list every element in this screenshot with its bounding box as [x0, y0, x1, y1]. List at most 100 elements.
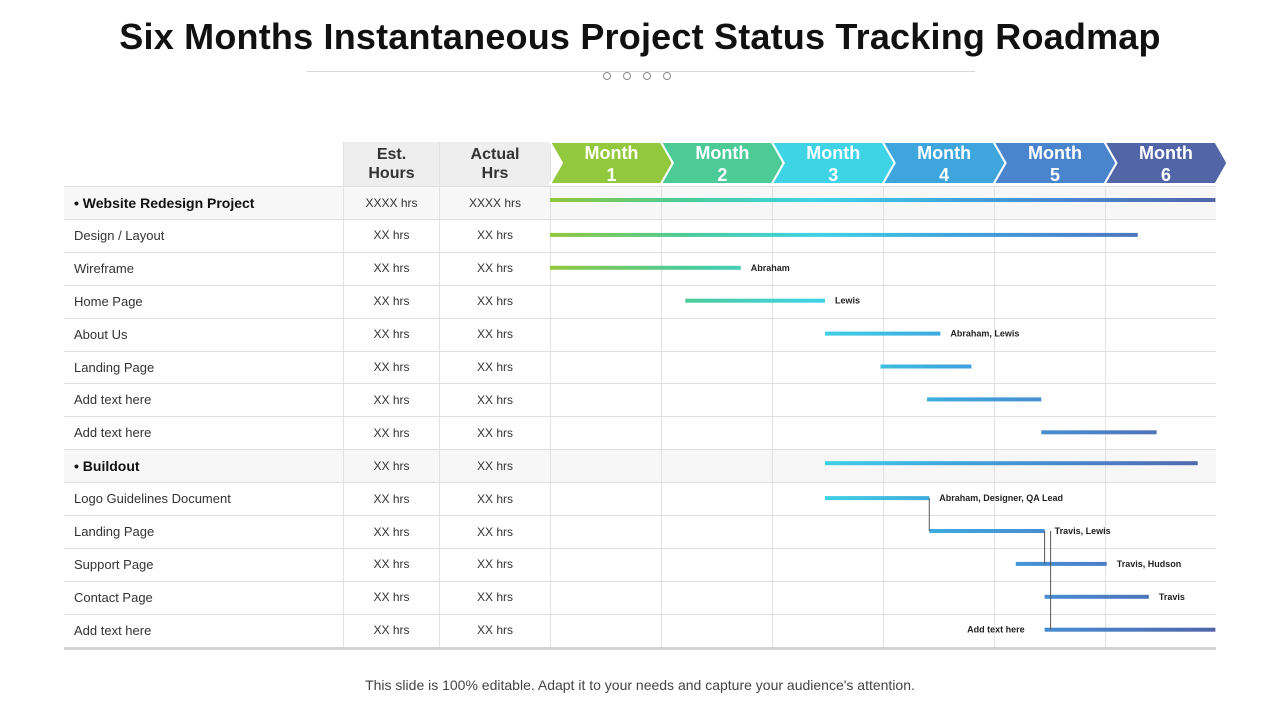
- actual-hours-cell: XX hrs: [476, 327, 513, 342]
- gantt-bar-label: Abraham: [751, 263, 790, 273]
- row-separator: [64, 515, 1216, 516]
- task-name: Wireframe: [74, 260, 134, 276]
- est-hours-header: Est. Hours: [344, 142, 439, 186]
- actual-hours-cell: XX hrs: [476, 491, 513, 506]
- est-hours-cell: XX hrs: [373, 294, 410, 309]
- title-divider: [307, 71, 975, 72]
- row-separator: [64, 614, 1216, 615]
- month-gridline: [772, 186, 773, 647]
- task-name: Design / Layout: [74, 227, 165, 243]
- month-5-number: 5: [1050, 165, 1060, 185]
- est-hours-cell: XX hrs: [373, 524, 410, 539]
- est-hours-cell: XX hrs: [373, 425, 410, 440]
- gantt-bar-label: Travis, Hudson: [1117, 559, 1182, 569]
- row-separator: [64, 351, 1216, 352]
- row-separator: [64, 548, 1216, 549]
- gantt-bar: [825, 496, 930, 501]
- task-name: Add text here: [74, 425, 152, 441]
- est-hours-cell: XX hrs: [373, 590, 410, 605]
- est-hours-cell: XXXX hrs: [365, 195, 418, 210]
- est-hours-cell: XX hrs: [373, 228, 410, 243]
- actual-hours-cell: XX hrs: [476, 425, 513, 440]
- gantt-bar: [550, 265, 741, 270]
- gantt-bar-label: Travis: [1159, 592, 1185, 602]
- month-3-label: Month: [806, 143, 860, 163]
- actual-hours-cell: XX hrs: [476, 590, 513, 605]
- month-gridline: [994, 186, 995, 647]
- task-name: Home Page: [74, 293, 143, 309]
- task-name: Add text here: [74, 392, 152, 408]
- month-6-label: Month: [1139, 143, 1193, 163]
- est-hours-cell: XX hrs: [373, 261, 410, 276]
- row-separator: [64, 285, 1216, 286]
- gantt-bar-label: Add text here: [967, 625, 1025, 635]
- month-4-label: Month: [917, 143, 971, 163]
- actual-hours-cell: XX hrs: [476, 360, 513, 374]
- month-1-number: 1: [606, 165, 616, 185]
- gantt-bar: [1044, 594, 1149, 599]
- title-dots-ornament: [603, 67, 683, 80]
- month-6-number: 6: [1161, 165, 1171, 185]
- row-separator: [64, 252, 1216, 253]
- est-hours-cell: XX hrs: [373, 491, 410, 506]
- gantt-bar-label: Lewis: [835, 296, 860, 306]
- est-hours-cell: XX hrs: [373, 458, 410, 473]
- task-name: Landing Page: [74, 359, 155, 375]
- actual-hours-cell: XX hrs: [476, 392, 513, 407]
- gantt-bar: [1044, 627, 1216, 632]
- actual-hours-cell: XX hrs: [476, 623, 513, 638]
- group-row-background: [64, 186, 1216, 219]
- est-hours-cell: XX hrs: [373, 360, 410, 374]
- page-title: Six Months Instantaneous Project Status …: [119, 16, 1161, 57]
- row-separator: [64, 581, 1216, 582]
- month-1-label: Month: [584, 143, 638, 163]
- est-hours-cell: XX hrs: [373, 392, 410, 407]
- table-bottom-border: [64, 647, 1216, 650]
- actual-hours-cell: XX hrs: [476, 294, 513, 309]
- actual-hours-cell: XX hrs: [476, 261, 513, 276]
- gantt-bar-label: Abraham, Lewis: [950, 329, 1019, 339]
- row-separator: [64, 219, 1216, 220]
- actual-hours-cell: XX hrs: [476, 524, 513, 539]
- gantt-bar: [927, 397, 1042, 402]
- gantt-bar: [550, 232, 1138, 237]
- gantt-bar-label: Abraham, Designer, QA Lead: [939, 493, 1063, 503]
- est-hours-cell: XX hrs: [373, 327, 410, 342]
- actual-hours-header: Actual Hrs: [440, 142, 550, 186]
- gantt-bar: [929, 529, 1045, 533]
- actual-hours-header-line2: Hrs: [481, 165, 509, 182]
- task-name: About Us: [74, 326, 128, 342]
- month-5-label: Month: [1028, 143, 1082, 163]
- month-6-chevron: [1102, 141, 1229, 185]
- month-gridline: [883, 186, 884, 647]
- actual-hours-cell: XXXX hrs: [468, 195, 522, 210]
- column-separator: [550, 142, 551, 647]
- group-task-name: • Buildout: [74, 457, 140, 474]
- month-2-number: 2: [717, 165, 727, 185]
- task-name: Support Page: [74, 556, 154, 572]
- task-name: Logo Guidelines Document: [74, 491, 231, 507]
- gantt-bar: [825, 461, 1198, 466]
- column-separator: [439, 142, 440, 647]
- month-2-label: Month: [695, 143, 749, 163]
- month-gridline: [661, 186, 662, 647]
- task-name: Landing Page: [74, 524, 155, 539]
- row-separator: [64, 383, 1216, 384]
- actual-hours-header-line1: Actual: [470, 146, 520, 163]
- gantt-bar: [1015, 561, 1107, 566]
- est-hours-header-line2: Hours: [368, 165, 415, 182]
- month-gridline: [1105, 186, 1106, 647]
- est-hours-cell: XX hrs: [373, 623, 410, 638]
- gantt-bar: [550, 198, 1216, 202]
- row-separator: [64, 449, 1216, 450]
- group-row-background: [64, 449, 1216, 483]
- gantt-bar: [1041, 430, 1157, 435]
- est-hours-header-line1: Est.: [376, 146, 407, 163]
- month-4-number: 4: [939, 165, 949, 185]
- actual-hours-cell: XX hrs: [476, 228, 513, 243]
